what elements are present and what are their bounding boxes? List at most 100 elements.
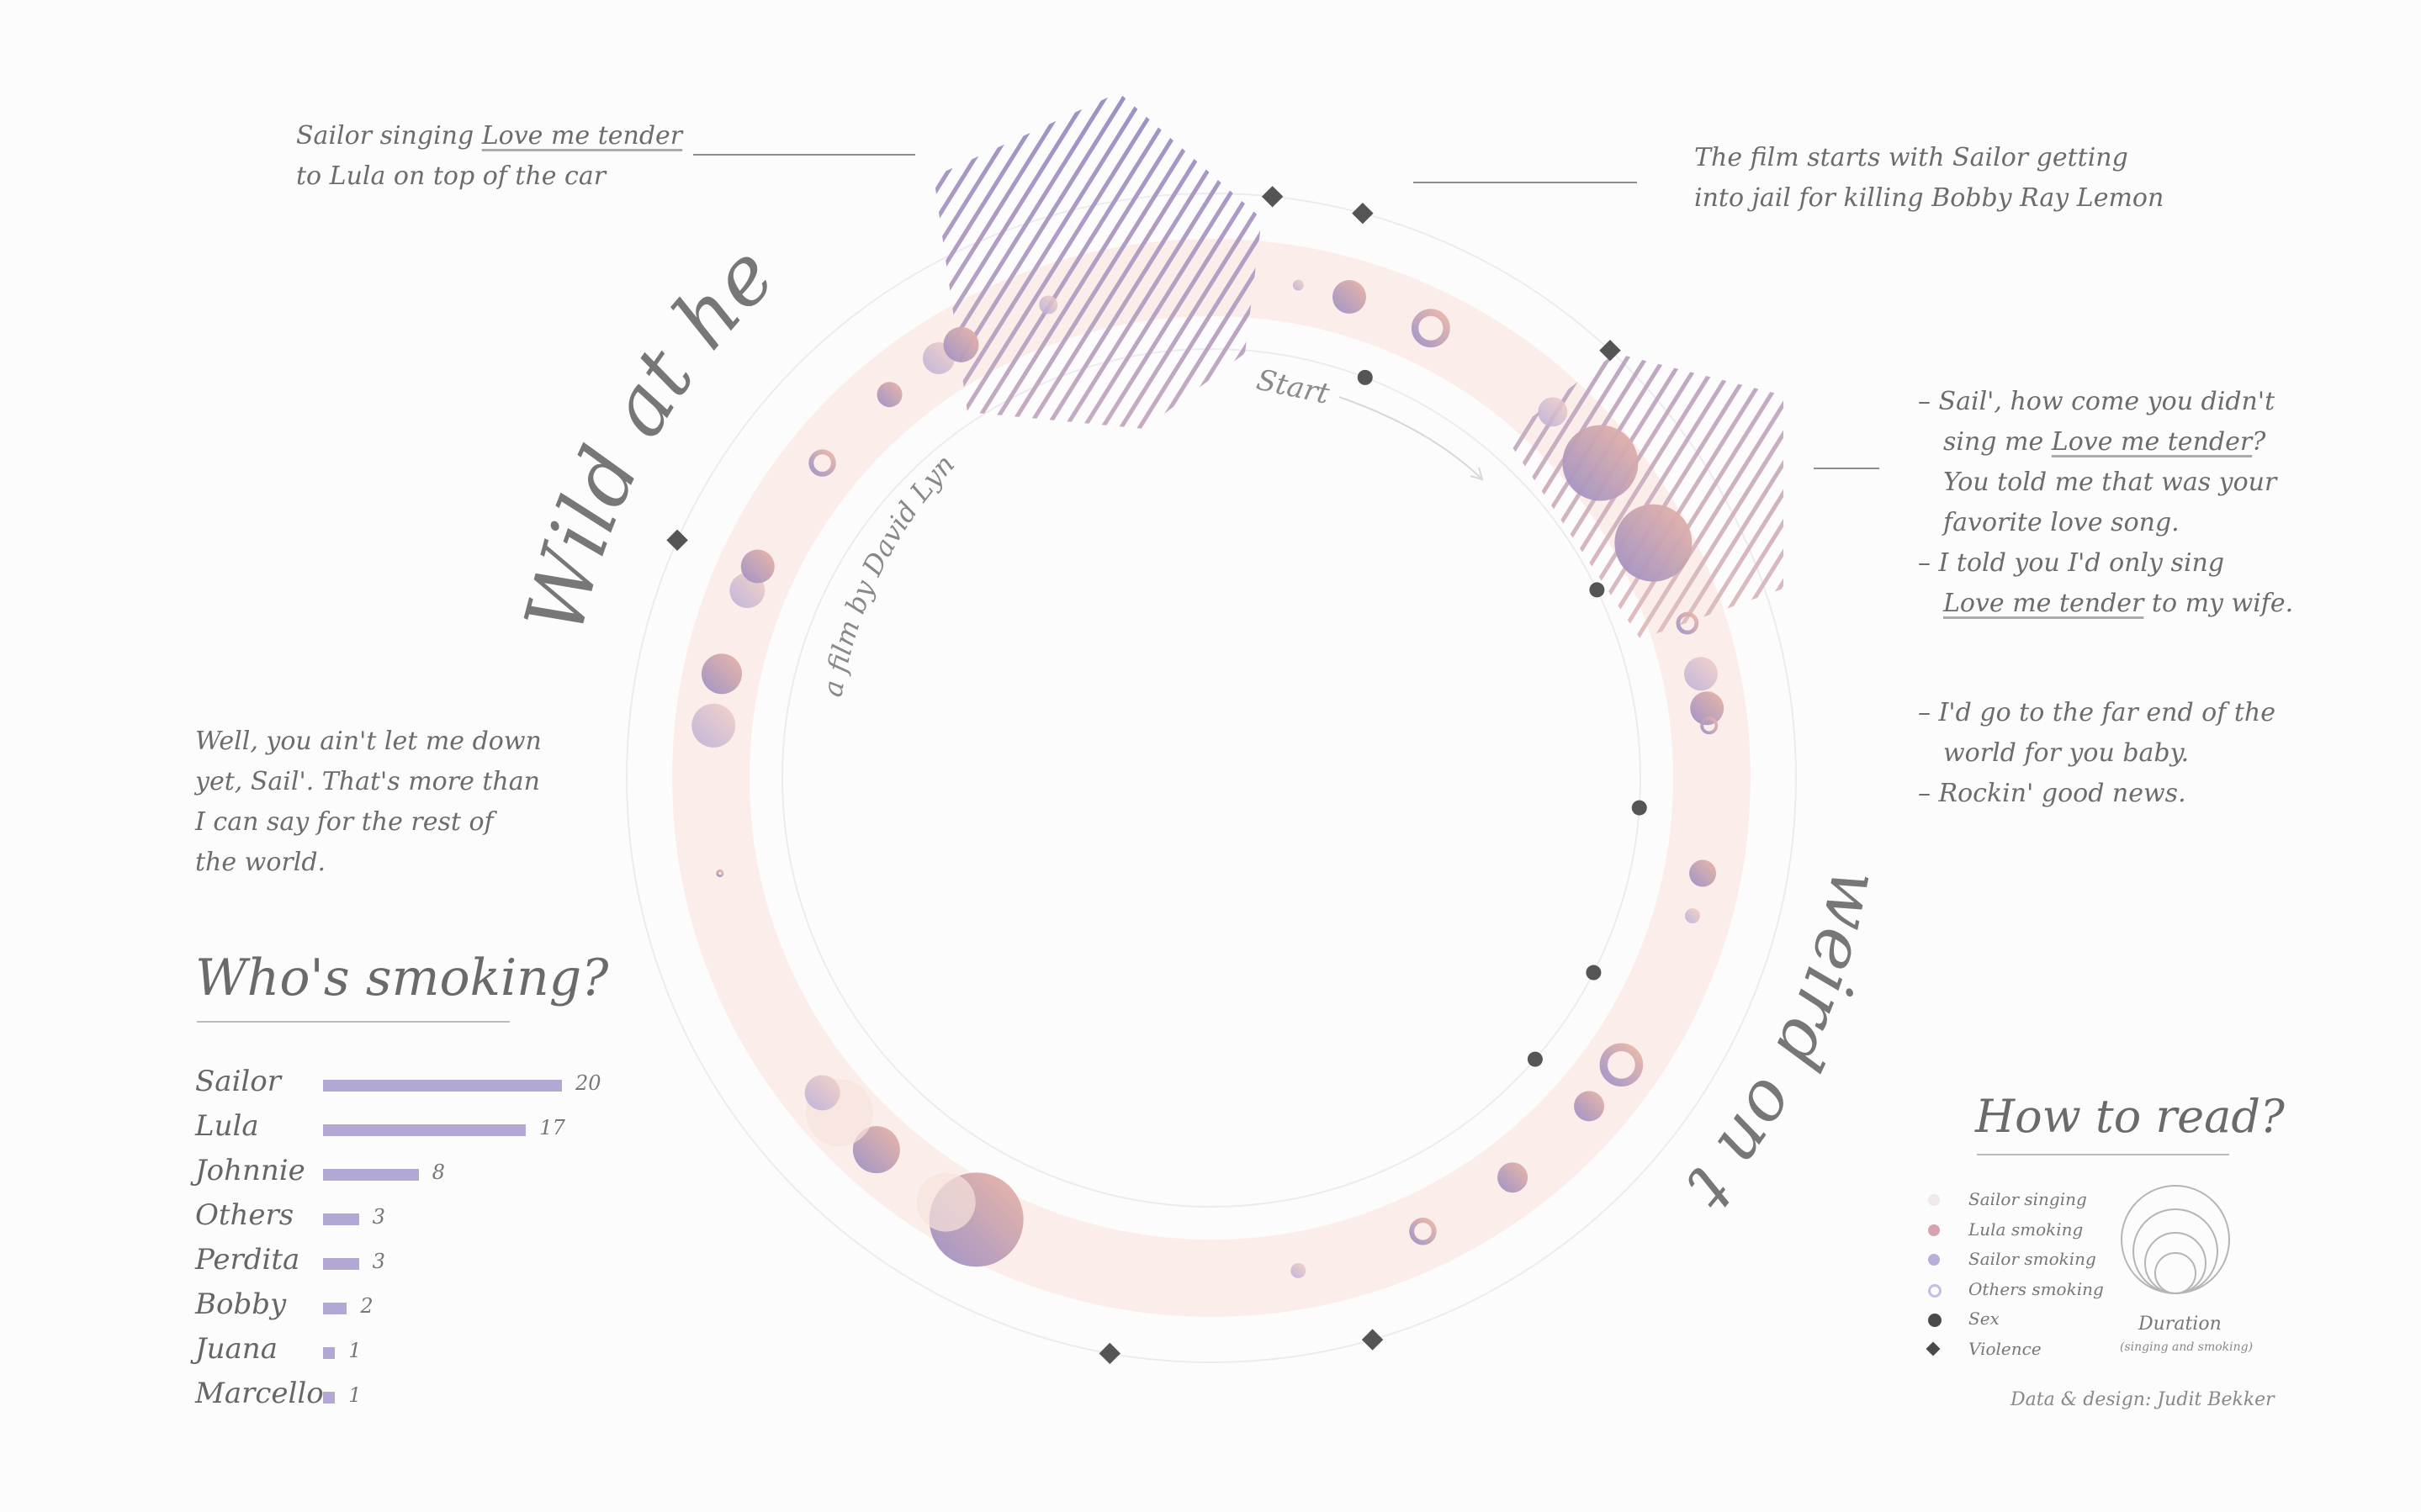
quote-rule-1 [693,154,915,156]
hatch-line [934,93,1262,429]
legend-label: Sailor smoking [1968,1249,2096,1269]
hatch-line [1506,353,1783,639]
smoking-bar [323,1347,336,1359]
others-smoking-mark [1700,716,1719,735]
hatch-line [934,93,1061,429]
inner-ring [781,348,1641,1208]
sailor-singing-mark [916,1172,976,1232]
smoking-bar-value: 3 [372,1205,385,1229]
sailor-smoking-mark [691,703,736,748]
hatch-line [1506,353,1783,639]
violence-mark [1099,1342,1121,1365]
hatch-line [1506,353,1746,639]
hatch-line [1560,353,1783,639]
quote-rule-2 [1413,182,1637,183]
start-arrow-head [1470,467,1484,481]
hatch-line [934,93,1262,429]
legend-mark [1928,1194,1940,1206]
hatch-line [934,93,1262,429]
hatch-line [1506,353,1783,639]
smoking-bar-value: 8 [432,1160,445,1184]
smoking-bar [323,1124,527,1136]
legend-duration-glyph [2121,1185,2230,1294]
smoking-bar-label: Bobby [195,1287,287,1321]
legend-mark [1928,1224,1940,1236]
quote-dialogue-2: – I'd go to the far end of the world for… [1918,698,2276,808]
sex-mark [1586,965,1602,981]
smoking-bar [323,1258,359,1270]
smoking-bar [323,1392,336,1404]
quote-let-me-down: Well, you ain't let me down yet, Sail'. … [195,727,542,877]
legend-duration-sub: (singing and smoking) [2120,1340,2254,1354]
legend-label: Others smoking [1968,1278,2104,1299]
lula-smoking-mark [702,653,743,695]
smoking-bar-value: 20 [575,1071,601,1095]
lula-smoking-mark [1562,425,1639,501]
smoking-bar [323,1080,562,1092]
others-smoking-mark [1599,1043,1644,1087]
legend-mark [1928,1283,1942,1298]
smoking-title-rule [197,1021,510,1023]
smoking-bar-value: 3 [372,1250,385,1273]
hatch-line [1506,353,1783,639]
duration-ring [2144,1232,2206,1294]
hatch-line [1523,353,1783,639]
event-marks [666,186,1724,1365]
legend-title: How to read? [1975,1090,2285,1143]
legend-label: Sailor singing [1968,1189,2087,1209]
quote-love-me-tender: Sailor singing Love me tender to Lula on… [296,121,683,191]
hatch-line [934,93,1024,429]
smoking-bar-label: Sailor [195,1065,282,1098]
sex-mark [1527,1051,1543,1067]
others-smoking-mark [808,449,836,477]
hatch-line [934,93,1135,429]
sailor-smoking-mark [1039,295,1058,315]
credit: Data & design: Judit Bekker [2010,1389,2275,1410]
sailor-smoking-mark [1290,1262,1306,1278]
smoking-bar [323,1213,359,1225]
smoking-bar-value: 1 [348,1383,362,1407]
legend-label: Sex [1968,1308,2000,1329]
others-smoking-mark [1409,1218,1437,1245]
smoking-bar [323,1303,347,1314]
legend-title-rule [1977,1154,2229,1155]
hatch-line [934,93,1262,429]
lula-smoking-mark [1689,859,1717,887]
start-arrow [1338,396,1483,480]
film-subtitle: a film by David Lynch [0,0,961,699]
smoking-bar-value: 1 [348,1339,362,1362]
smoking-bar-label: Juana [195,1332,278,1366]
lula-smoking-mark [943,326,979,362]
smoking-bar-label: Johnnie [195,1154,305,1187]
smoking-bar-label: Marcello [195,1377,324,1410]
start-label: Start [1253,363,1332,411]
hatch-line [1506,353,1783,639]
hatch-line [1506,353,1783,639]
violence-mark [1352,202,1374,225]
sailor-smoking-mark [1538,397,1568,427]
smoking-bar-label: Perdita [195,1243,300,1277]
quote-rule-3 [1814,468,1879,469]
violence-mark [666,529,688,552]
sex-mark [1589,582,1605,598]
lula-smoking-mark [740,549,775,584]
lula-smoking-mark [877,382,903,408]
lula-smoking-mark [1574,1091,1605,1122]
smoking-bar-value: 2 [360,1294,373,1318]
smoking-bar [323,1169,419,1181]
hatch-line [1506,353,1783,639]
legend-label: Violence [1968,1338,2042,1359]
timeline-band [672,239,1751,1317]
sailor-smoking-mark [1684,908,1700,924]
quote-film-start: The film starts with Sailor getting into… [1694,143,2164,213]
hatch-line [934,93,1042,429]
duration-ring [2154,1252,2196,1294]
lula-smoking-mark [1332,280,1367,315]
smoking-title: Who's smoking? [195,949,609,1007]
duration-ring [2132,1208,2218,1294]
others-smoking-mark [1411,309,1450,348]
quote-dialogue-1: – Sail', how come you didn't sing me Lov… [1918,387,2294,618]
legend-duration-label: Duration [2138,1314,2222,1335]
hatch-line [1542,353,1783,639]
